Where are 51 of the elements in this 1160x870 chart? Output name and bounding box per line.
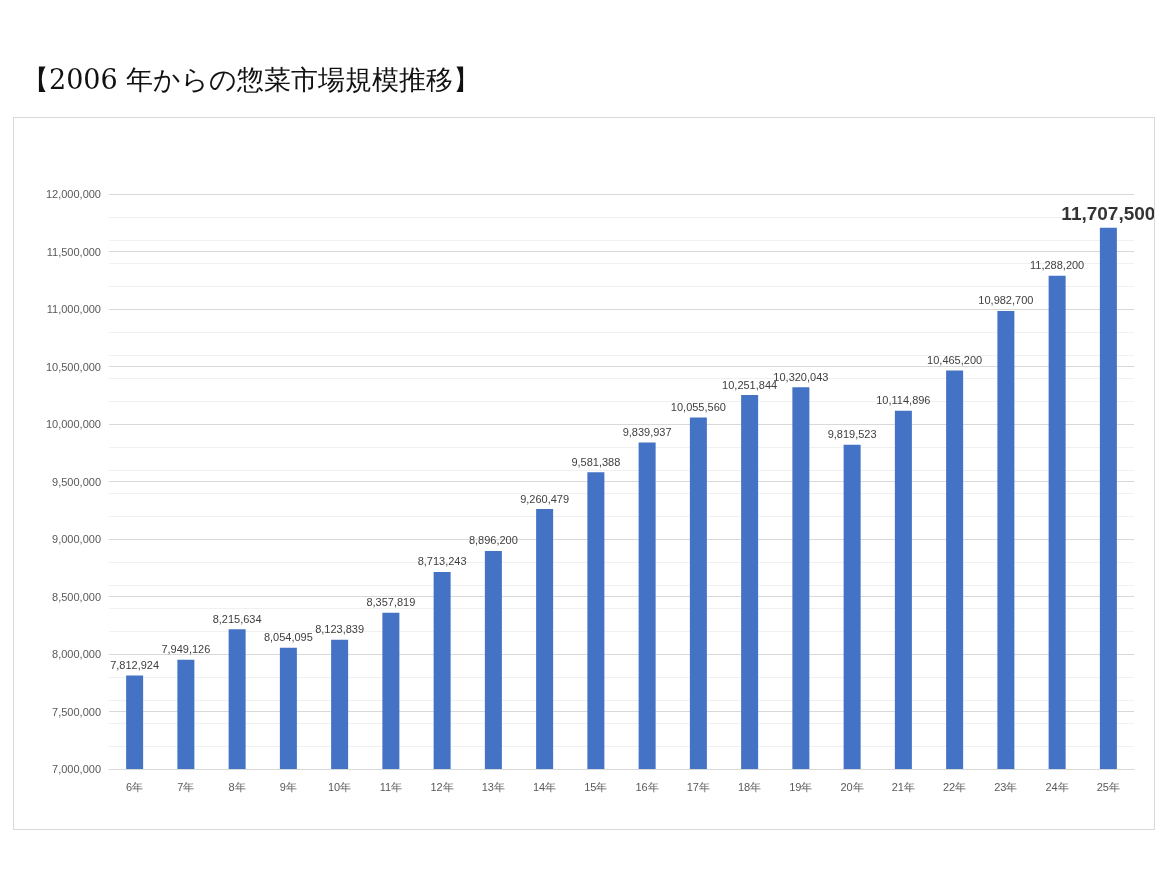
data-label: 11,707,500 — [1061, 202, 1156, 224]
data-label: 10,320,043 — [773, 370, 829, 383]
y-tick-label: 7,000,000 — [52, 763, 101, 775]
x-tick-label: 10年 — [328, 780, 352, 793]
data-label: 7,812,924 — [110, 659, 160, 672]
y-tick-label: 11,000,000 — [46, 303, 101, 315]
y-tick-label: 10,000,000 — [45, 418, 101, 430]
x-tick-label: 19年 — [789, 780, 813, 793]
x-tick-label: 22年 — [943, 780, 967, 793]
y-tick-label: 11,500,000 — [46, 245, 101, 258]
data-label: 10,465,200 — [927, 354, 983, 366]
y-tick-label: 7,500,000 — [52, 705, 101, 718]
data-label: 7,949,126 — [161, 643, 211, 656]
x-tick-label: 12年 — [430, 780, 454, 793]
chart-title: 【2006 年からの惣菜市場規模推移】 — [22, 63, 481, 97]
data-label: 9,819,523 — [827, 428, 877, 441]
x-tick-label: 8年 — [228, 780, 246, 793]
data-label: 11,288,200 — [1030, 259, 1085, 272]
x-tick-label: 9年 — [279, 780, 297, 793]
x-tick-label: 25年 — [1096, 780, 1120, 793]
y-tick-label: 10,500,000 — [45, 360, 101, 373]
x-tick-label: 21年 — [891, 780, 915, 793]
x-tick-label: 20年 — [840, 780, 864, 793]
data-label: 8,054,095 — [263, 631, 313, 644]
y-tick-label: 8,500,000 — [52, 590, 101, 603]
x-tick-label: 23年 — [994, 780, 1018, 793]
data-label: 8,896,200 — [468, 534, 518, 547]
data-label: 8,215,634 — [212, 612, 262, 625]
data-label: 10,114,896 — [876, 394, 931, 407]
data-label: 8,123,839 — [315, 623, 365, 636]
y-tick-label: 8,000,000 — [52, 648, 101, 660]
data-label: 8,357,819 — [366, 596, 416, 609]
y-tick-label: 12,000,000 — [45, 188, 101, 200]
y-tick-label: 9,500,000 — [52, 475, 101, 488]
x-tick-label: 14年 — [533, 780, 557, 793]
data-label: 9,581,388 — [571, 455, 621, 468]
data-label: 8,713,243 — [417, 555, 467, 568]
x-tick-label: 17年 — [686, 780, 710, 793]
x-tick-label: 6年 — [126, 780, 144, 793]
data-label: 9,260,479 — [520, 492, 570, 505]
x-tick-label: 16年 — [635, 780, 659, 793]
x-tick-label: 18年 — [738, 780, 762, 793]
x-tick-label: 11年 — [379, 780, 403, 793]
x-tick-label: 13年 — [481, 780, 505, 793]
x-tick-label: 24年 — [1045, 780, 1069, 793]
y-tick-label: 9,000,000 — [52, 533, 101, 545]
data-label: 10,055,560 — [670, 401, 726, 414]
x-tick-label: 15年 — [584, 780, 608, 793]
data-label: 10,982,700 — [978, 294, 1034, 307]
data-label: 9,839,937 — [622, 425, 672, 438]
x-tick-label: 7年 — [177, 780, 195, 793]
